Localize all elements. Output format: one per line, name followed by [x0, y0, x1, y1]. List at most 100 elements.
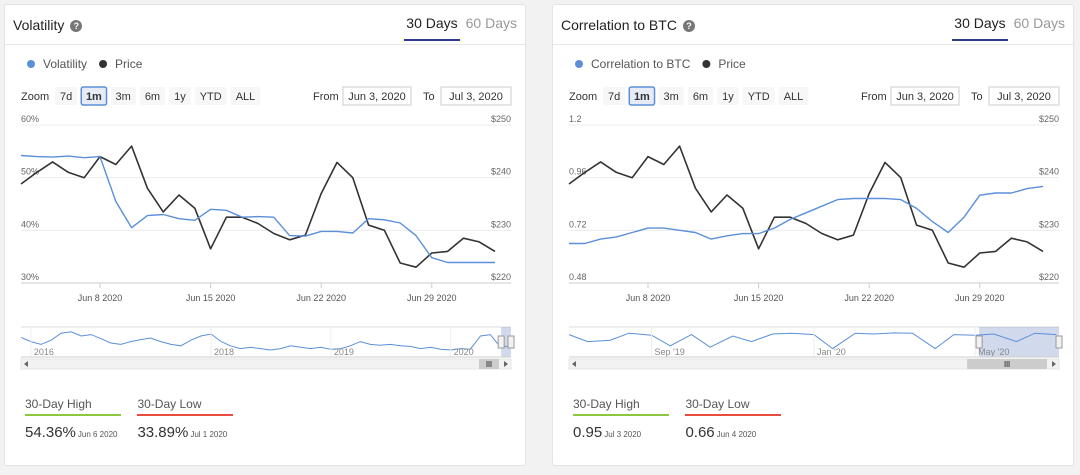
zoom-button-1y[interactable]: 1y	[717, 87, 739, 105]
to-input[interactable]: Jul 3, 2020	[440, 86, 512, 106]
svg-text:3m: 3m	[116, 91, 131, 103]
tab-60-days[interactable]: 60 Days	[1013, 15, 1065, 31]
stat-low: 30-Day Low 0.66 Jun 4 2020	[685, 397, 782, 442]
from-label: From	[861, 91, 887, 103]
zoom-label: Zoom	[569, 91, 597, 103]
svg-text:YTD: YTD	[748, 91, 770, 103]
y-left-tick: 0.72	[569, 219, 587, 229]
legend-marker	[99, 60, 108, 68]
help-icon[interactable]: ?	[682, 20, 695, 32]
navigator-handle-icon[interactable]	[975, 335, 983, 349]
stats-row: 30-Day High 0.95 Jul 3 2020 30-Day Low 0.…	[573, 397, 793, 442]
svg-text:Jun 3, 2020: Jun 3, 2020	[348, 91, 406, 103]
svg-text:1y: 1y	[722, 91, 734, 103]
navigator[interactable]: 2016 2018 2019 2020	[20, 326, 515, 358]
svg-text:1y: 1y	[174, 91, 186, 103]
panel-title: Correlation to BTC?	[561, 17, 695, 33]
panel-title: Volatility?	[13, 17, 83, 33]
tab-60-days[interactable]: 60 Days	[465, 15, 517, 31]
tab-30-days[interactable]: 30 Days	[404, 15, 460, 41]
scroll-left-icon[interactable]	[572, 361, 576, 367]
legend-item[interactable]: Price	[115, 57, 143, 71]
y-right-tick: $220	[1039, 272, 1059, 282]
legend-item[interactable]: Price	[718, 57, 746, 71]
stat-low-value: 0.66	[685, 424, 715, 441]
x-tick-label: Jun 8 2020	[626, 293, 671, 303]
zoom-button-3m[interactable]: 3m	[110, 87, 136, 105]
to-label: To	[423, 91, 435, 103]
zoom-label: Zoom	[21, 91, 49, 103]
scrollbar[interactable]	[20, 358, 512, 370]
x-tick-label: Jun 22 2020	[296, 293, 346, 303]
zoom-button-3m[interactable]: 3m	[658, 87, 684, 105]
scroll-left-icon[interactable]	[24, 361, 28, 367]
stat-high-value: 54.36%	[25, 424, 76, 441]
stat-low-label: 30-Day Low	[685, 397, 782, 416]
date-range: From Jun 3, 2020 To Jul 3, 2020	[861, 86, 1060, 106]
scroll-right-icon[interactable]	[504, 361, 508, 367]
navigator-label: Jan '20	[817, 347, 846, 357]
zoom-button-7d[interactable]: 7d	[55, 87, 78, 105]
navigator-label: 2019	[334, 347, 354, 357]
svg-text:6m: 6m	[693, 91, 708, 103]
x-tick-label: Jun 22 2020	[844, 293, 894, 303]
stat-low-date: Jun 4 2020	[716, 430, 757, 439]
stats-row: 30-Day High 54.36% Jun 6 2020 30-Day Low …	[25, 397, 245, 442]
scrollbar[interactable]	[568, 358, 1060, 370]
zoom-controls: Zoom 7d 1m 3m 6m 1y YTD ALL	[21, 86, 261, 106]
y-left-tick: 60%	[21, 114, 39, 124]
zoom-button-1y[interactable]: 1y	[169, 87, 191, 105]
help-icon[interactable]: ?	[70, 20, 83, 32]
navigator-series	[20, 331, 511, 351]
y-right-tick: $240	[491, 167, 511, 177]
navigator-handle-icon[interactable]	[497, 335, 505, 349]
svg-text:ALL: ALL	[784, 91, 804, 103]
y-right-tick: $250	[491, 114, 511, 124]
zoom-button-1m[interactable]: 1m	[80, 86, 108, 106]
stat-high-date: Jun 6 2020	[77, 430, 118, 439]
stat-high-date: Jul 3 2020	[604, 430, 642, 439]
svg-text:ALL: ALL	[236, 91, 256, 103]
to-label: To	[971, 91, 983, 103]
navigator[interactable]: Sep '19 Jan '20 May '20	[568, 326, 1063, 358]
svg-text:Jul 3, 2020: Jul 3, 2020	[449, 91, 503, 103]
stat-low-date: Jul 1 2020	[190, 430, 228, 439]
correlation-chart: Correlation to BTC Price Zoom 7d 1m 3m 6m 1y YTD…	[568, 57, 1063, 370]
svg-text:YTD: YTD	[200, 91, 222, 103]
stat-high-value: 0.95	[573, 424, 603, 441]
y-right-tick: $220	[491, 272, 511, 282]
y-left-tick: 40%	[21, 219, 39, 229]
zoom-button-ytd[interactable]: YTD	[194, 87, 227, 105]
zoom-button-6m[interactable]: 6m	[687, 87, 714, 105]
legend-marker	[702, 60, 711, 68]
tab-30-days[interactable]: 30 Days	[952, 15, 1008, 41]
series-line-price	[568, 145, 1044, 268]
from-label: From	[313, 91, 339, 103]
zoom-button-all[interactable]: ALL	[778, 87, 809, 105]
legend-item[interactable]: Volatility	[43, 57, 87, 71]
from-input[interactable]: Jun 3, 2020	[890, 86, 960, 106]
svg-text:1m: 1m	[86, 91, 102, 103]
y-left-tick: 50%	[21, 167, 39, 177]
svg-text:Jul 3, 2020: Jul 3, 2020	[997, 91, 1051, 103]
navigator-handle-icon[interactable]	[507, 335, 515, 349]
zoom-button-1m[interactable]: 1m	[628, 86, 656, 106]
range-tabs: 30 Days 60 Days	[400, 15, 519, 41]
navigator-selection[interactable]	[501, 327, 511, 357]
scroll-right-icon[interactable]	[1052, 361, 1056, 367]
series-line-price	[20, 145, 496, 268]
legend-item[interactable]: Correlation to BTC	[591, 57, 691, 71]
zoom-button-ytd[interactable]: YTD	[742, 87, 775, 105]
correlation-panel: Correlation to BTC? 30 Days 60 Days Corre…	[552, 4, 1074, 466]
navigator-handle-icon[interactable]	[1055, 335, 1063, 349]
to-input[interactable]: Jul 3, 2020	[988, 86, 1060, 106]
zoom-button-all[interactable]: ALL	[230, 87, 261, 105]
y-right-tick: $230	[1039, 219, 1059, 229]
zoom-button-7d[interactable]: 7d	[603, 87, 626, 105]
zoom-button-6m[interactable]: 6m	[139, 87, 166, 105]
y-left-tick: 0.96	[569, 167, 587, 177]
stat-low-value: 33.89%	[137, 424, 189, 441]
from-input[interactable]: Jun 3, 2020	[342, 86, 412, 106]
svg-text:1m: 1m	[634, 91, 650, 103]
navigator-selection[interactable]	[979, 327, 1059, 357]
